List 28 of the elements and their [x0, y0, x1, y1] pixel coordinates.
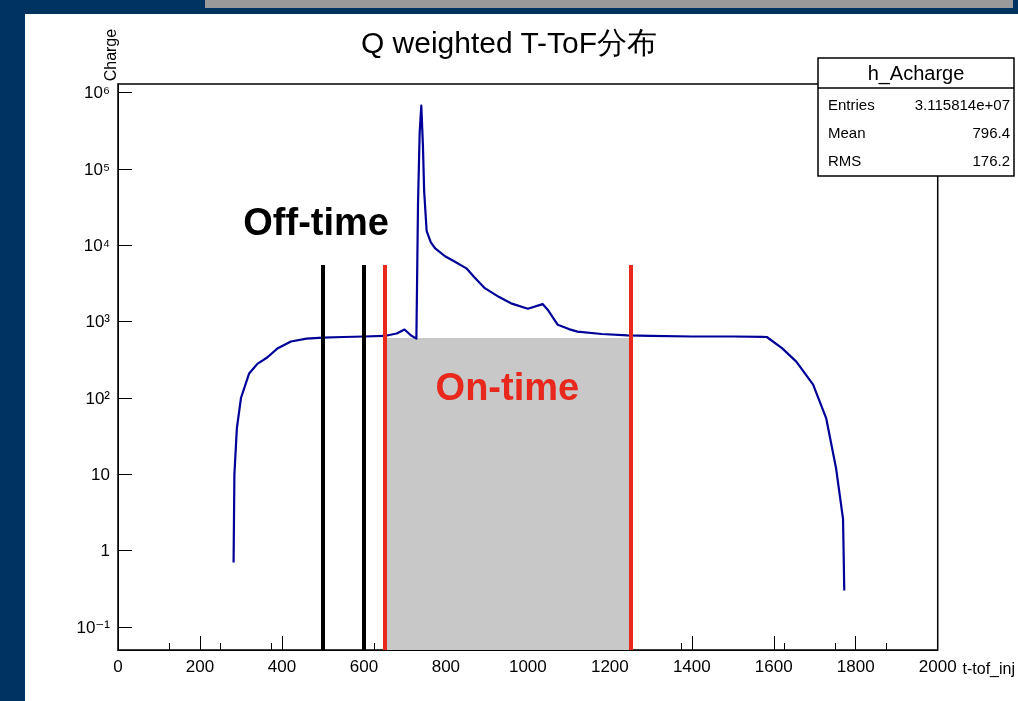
- x-tick-label: 400: [267, 657, 297, 676]
- text: Entries 3.115814e+07: [828, 95, 1010, 113]
- x-tick-label: 200: [185, 657, 215, 676]
- annotation: On-time: [435, 366, 580, 408]
- y-tick-label: 10⁻¹: [76, 617, 111, 637]
- x-tick-label: 0: [113, 657, 123, 676]
- x-tick-label: 1000: [508, 657, 547, 676]
- x-tick-label: 1400: [672, 657, 711, 676]
- x-tick-label: 2000: [918, 657, 957, 676]
- x-tick-label: 1600: [754, 657, 793, 676]
- annotation: Off-time: [243, 201, 389, 243]
- x-axis-title: t-tof_inj: [962, 659, 1015, 678]
- y-tick-label: 10⁶: [84, 83, 110, 103]
- chart-title: Q weighted T-ToF分布: [360, 25, 658, 59]
- x-tick-label: 1200: [590, 657, 629, 676]
- x-tick-label: 800: [431, 657, 461, 676]
- text: Mean 796.4: [828, 123, 1010, 141]
- y-tick-label: 10: [91, 464, 110, 484]
- y-tick-label: 10³: [85, 312, 111, 332]
- text: RMS 176.2: [828, 151, 1010, 169]
- text: h_Acharge: [867, 62, 965, 85]
- x-tick-label: 600: [349, 657, 379, 676]
- y-tick-label: 10⁴: [83, 235, 110, 255]
- y-axis-title: Charge: [101, 28, 119, 82]
- y-tick-label: 10⁵: [84, 159, 110, 179]
- x-tick-label: 1800: [836, 657, 875, 676]
- y-tick-label: 1: [100, 541, 110, 561]
- y-tick-label: 10²: [85, 388, 111, 408]
